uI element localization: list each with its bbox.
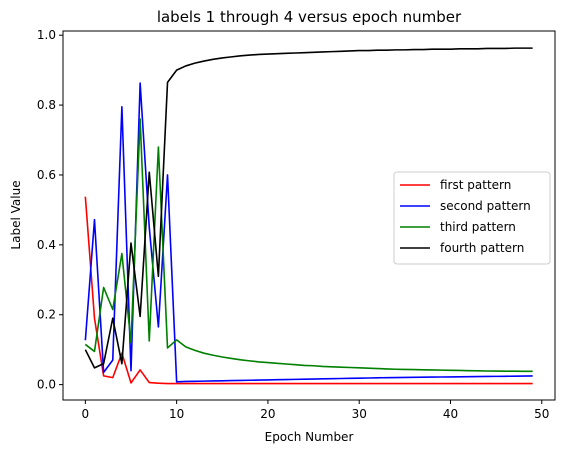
legend-label-4: fourth pattern [440,241,524,255]
legend-label-3: third pattern [440,220,516,234]
y-tick-label: 0.4 [37,238,56,252]
x-tick-label: 30 [352,407,367,421]
x-axis-label: Epoch Number [265,430,354,444]
legend-box [393,171,551,265]
legend-label-2: second pattern [440,199,531,213]
x-tick-label: 20 [260,407,275,421]
series-line-2 [84,82,533,383]
x-tick-label: 50 [534,407,549,421]
x-tick-label: 40 [443,407,458,421]
series-line-3 [84,118,533,373]
legend-label-1: first pattern [440,178,511,192]
y-tick-label: 0.0 [37,378,56,392]
y-tick-label: 0.8 [37,98,56,112]
series-line-1 [84,196,533,385]
y-tick-label: 0.6 [37,168,56,182]
series-line-4 [84,47,533,369]
legend: first pattern second pattern third pattern… [393,171,551,265]
x-tick-label: 0 [82,407,90,421]
y-tick-label: 1.0 [37,28,56,42]
series-layer [84,47,533,385]
y-axis-label: Label Value [9,180,23,249]
x-tick-label: 10 [169,407,184,421]
plot-area: 0 10 20 30 40 50 0.0 0.2 0.4 0.6 0.8 1.0 [37,28,556,421]
axis-ticks: 0 10 20 30 40 50 0.0 0.2 0.4 0.6 0.8 1.0 [37,28,549,421]
axes-frame [62,30,556,401]
y-tick-label: 0.2 [37,308,56,322]
chart-title: labels 1 through 4 versus epoch number [157,8,462,26]
